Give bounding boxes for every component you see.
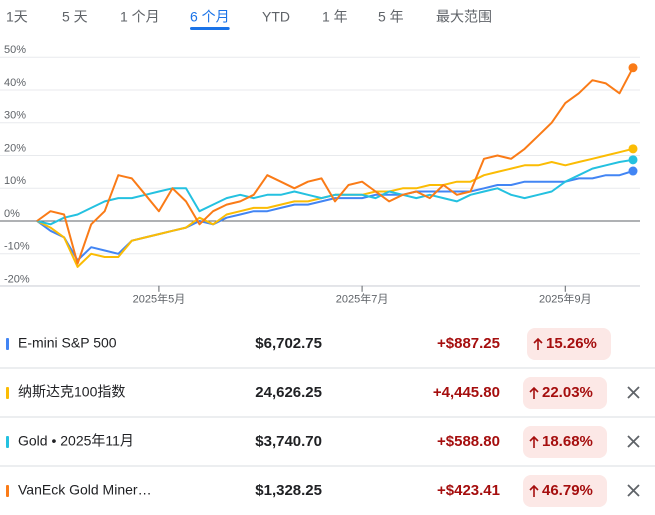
tab[interactable]: 最大范围 — [436, 9, 492, 25]
series-name: VanEck Gold Miner… — [18, 482, 152, 498]
y-tick-label: 50% — [4, 44, 26, 56]
percent-change: 22.03% — [542, 384, 593, 401]
remove-button[interactable] — [622, 480, 644, 502]
series-marker — [6, 436, 9, 448]
remove-button[interactable] — [622, 382, 644, 404]
table-row[interactable]: E-mini S&P 500 $6,702.75 +$887.25 15.26% — [6, 328, 611, 360]
tab[interactable]: 1天 — [6, 9, 28, 25]
tab[interactable]: 1 年 — [322, 9, 348, 25]
table-row[interactable]: Gold • 2025年11月 $3,740.70 +$588.80 18.68% — [0, 416, 655, 458]
percent-change: 46.79% — [542, 482, 593, 499]
percent-pill — [523, 426, 607, 458]
remove-icon[interactable] — [627, 484, 640, 497]
price: $1,328.25 — [255, 482, 322, 499]
table-row[interactable]: VanEck Gold Miner… $1,328.25 +$423.41 46.79… — [0, 465, 655, 507]
percent-pill — [527, 328, 611, 360]
series-line — [36, 158, 634, 226]
percent-change: 15.26% — [546, 335, 597, 352]
price: $6,702.75 — [255, 335, 322, 352]
end-dot — [628, 166, 638, 176]
up-arrow — [529, 386, 539, 399]
y-tick-label: -20% — [4, 273, 30, 285]
remove-icon[interactable] — [627, 386, 640, 399]
y-tick-label: -10% — [4, 241, 30, 253]
remove-button[interactable] — [622, 431, 644, 453]
tab-underline — [190, 27, 230, 30]
percent-change: 18.68% — [542, 433, 593, 450]
change: +$423.41 — [437, 482, 500, 499]
series-name: E-mini S&P 500 — [18, 335, 117, 351]
series-name: Gold • 2025年11月 — [18, 433, 134, 449]
end-dot — [628, 144, 638, 154]
change: +4,445.80 — [433, 384, 500, 401]
up-arrow — [533, 337, 543, 350]
y-tick-label: 40% — [4, 77, 26, 89]
y-tick-label: 10% — [4, 175, 26, 187]
percent-pill — [523, 475, 607, 507]
y-tick-label: 20% — [4, 142, 26, 154]
end-dot — [628, 63, 638, 73]
up-arrow — [529, 484, 539, 497]
series-line — [36, 147, 634, 268]
end-dot — [628, 155, 638, 165]
series-name: 纳斯达克100指数 — [18, 384, 125, 400]
tab[interactable]: 5 天 — [62, 9, 88, 25]
tab[interactable]: YTD — [262, 9, 290, 25]
table-row[interactable]: 纳斯达克100指数 24,626.25 +4,445.80 22.03% — [0, 367, 655, 409]
y-tick-label: 30% — [4, 110, 26, 122]
percent-pill — [523, 377, 607, 409]
series-line — [36, 67, 634, 265]
remove-icon[interactable] — [627, 435, 640, 448]
change: +$887.25 — [437, 335, 500, 352]
series-marker — [6, 485, 9, 497]
up-arrow — [529, 435, 539, 448]
x-tick-label: 2025年7月 — [336, 292, 389, 306]
change: +$588.80 — [437, 433, 500, 450]
series-marker — [6, 387, 9, 399]
price: 24,626.25 — [255, 384, 322, 401]
y-tick-label: 0% — [4, 208, 20, 220]
tab[interactable]: 1 个月 — [120, 9, 160, 25]
x-tick-label: 2025年9月 — [539, 292, 592, 306]
x-tick-label: 2025年5月 — [133, 292, 186, 306]
tab[interactable]: 6 个月 — [190, 9, 230, 25]
series-marker — [6, 338, 9, 350]
price: $3,740.70 — [255, 433, 322, 450]
tab[interactable]: 5 年 — [378, 9, 404, 25]
